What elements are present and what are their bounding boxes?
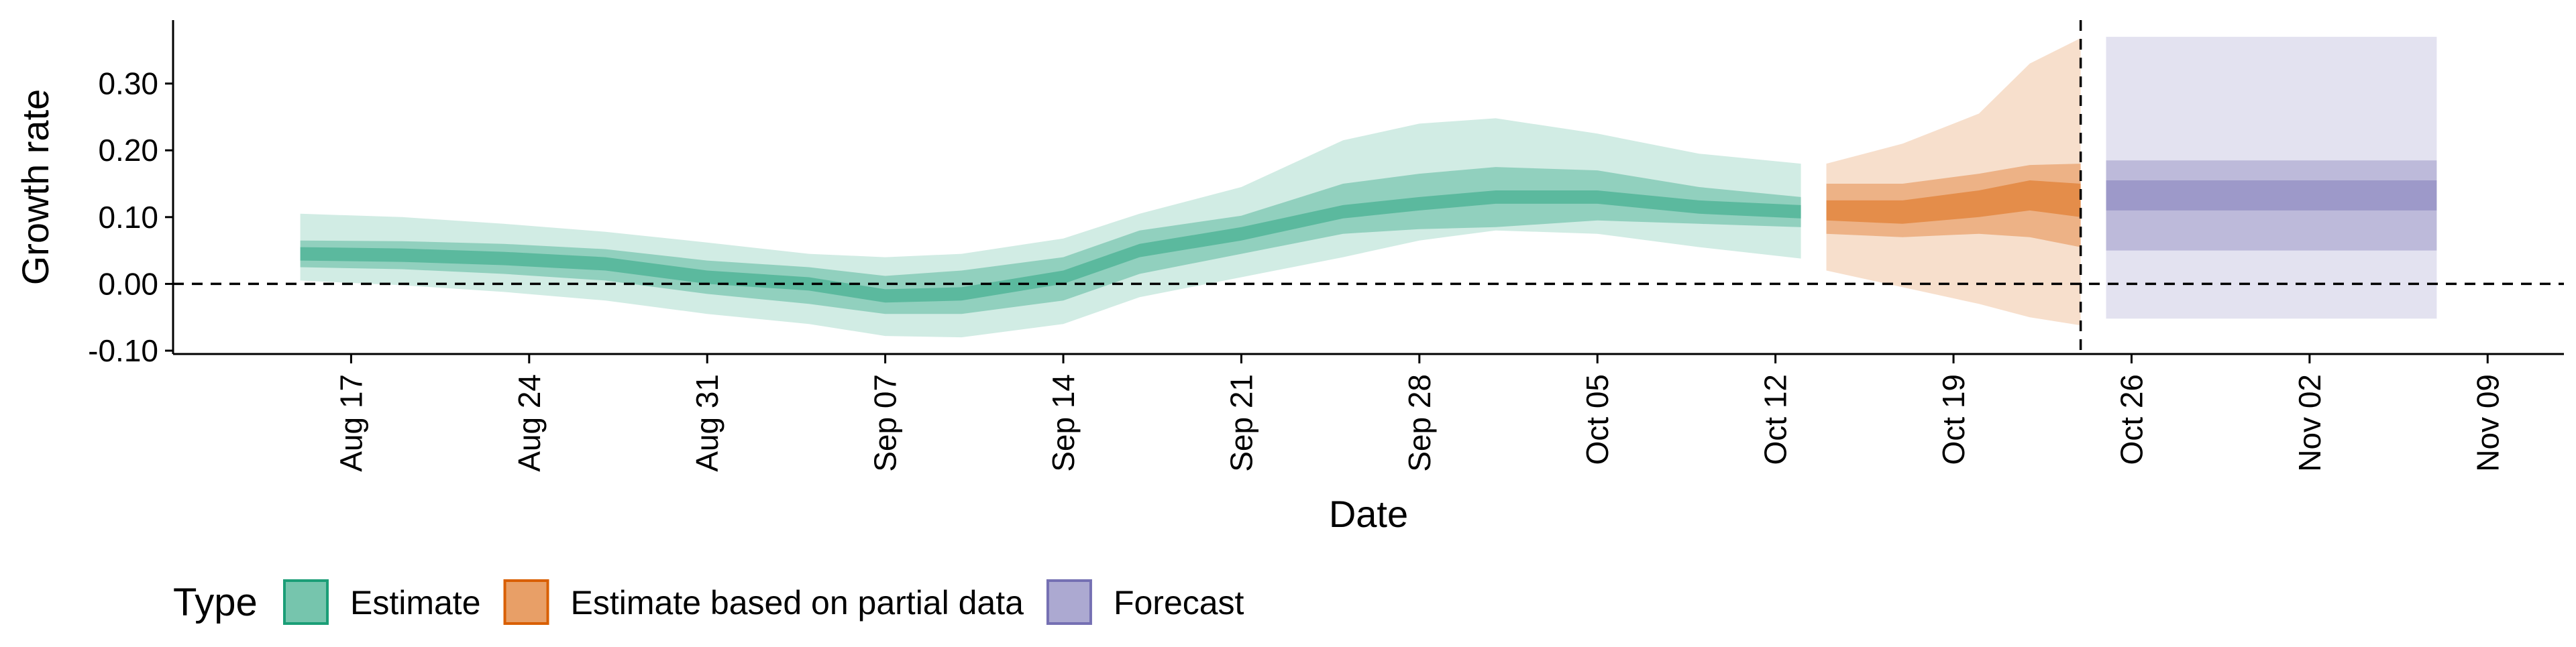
x-tick-label: Oct 26 (2114, 374, 2149, 465)
y-tick-label: 0.20 (98, 133, 158, 168)
estimate-based-on-partial-data-inner-band (1826, 180, 2081, 224)
forecast-outer-band (2106, 36, 2437, 319)
reference-lines (173, 20, 2564, 354)
y-tick-label: 0.30 (98, 66, 158, 101)
x-tick-label: Aug 24 (512, 374, 547, 472)
x-tick-label: Sep 14 (1046, 374, 1081, 472)
x-tick-label: Oct 05 (1580, 374, 1615, 465)
legend: Type Estimate Estimate based on partial d… (173, 579, 1244, 625)
y-axis-title: Growth rate (14, 89, 56, 286)
bands-layer (300, 36, 2437, 338)
estimate-outer-band (300, 118, 1801, 338)
x-axis-title: Date (1329, 493, 1408, 535)
legend-swatch-estimate (283, 579, 329, 625)
estimate-based-on-partial-data-mid-band (1826, 164, 2081, 247)
legend-title: Type (173, 581, 258, 624)
axes (172, 20, 2564, 355)
forecast-inner-band (2106, 180, 2437, 211)
estimate-inner-band (300, 190, 1801, 303)
x-tick-label: Oct 12 (1758, 374, 1793, 465)
y-tick-label: -0.10 (88, 333, 158, 368)
legend-label-forecast: Forecast (1114, 584, 1244, 622)
legend-swatch-forecast (1046, 579, 1092, 625)
x-tick-label: Aug 17 (333, 374, 368, 472)
x-tick-label: Nov 09 (2470, 374, 2505, 472)
x-tick-label: Nov 02 (2292, 374, 2327, 472)
estimate-mid-band (300, 167, 1801, 314)
x-tick-label: Sep 07 (868, 374, 903, 472)
legend-swatch-estimate-based-on-partial-data (503, 579, 549, 625)
x-tick-label: Sep 28 (1402, 374, 1437, 472)
y-tick-label: 0.10 (98, 200, 158, 235)
y-tick-label: 0.00 (98, 266, 158, 301)
x-tick-label: Oct 19 (1936, 374, 1971, 465)
estimate-based-on-partial-data-outer-band (1826, 38, 2081, 326)
x-tick-label: Sep 21 (1224, 374, 1258, 472)
forecast-mid-band (2106, 160, 2437, 251)
legend-label-estimate-based-on-partial-data: Estimate based on partial data (571, 584, 1024, 622)
y-ticks: -0.10 0.00 0.10 0.20 0.30 (88, 66, 173, 368)
legend-label-estimate: Estimate (350, 584, 481, 622)
x-tick-label: Aug 31 (690, 374, 724, 472)
x-ticks: Aug 17 Aug 24 Aug 31 Sep 07 Sep 14 Sep 21 Sep … (333, 354, 2505, 472)
